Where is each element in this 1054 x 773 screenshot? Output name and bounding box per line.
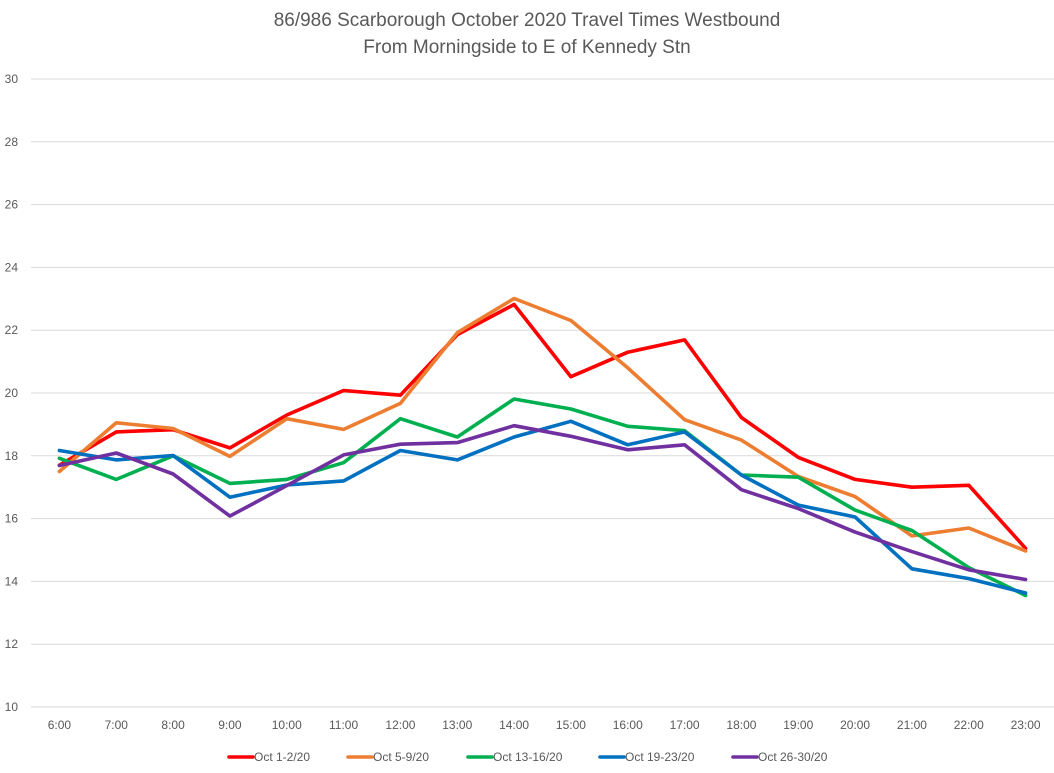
- y-tick-label: 12: [5, 637, 19, 651]
- x-tick-label: 22:00: [954, 718, 984, 732]
- x-tick-label: 10:00: [272, 718, 302, 732]
- y-tick-label: 10: [5, 700, 19, 714]
- legend-item: Oct 13-16/20: [466, 750, 563, 764]
- legend-item: Oct 5-9/20: [346, 750, 429, 764]
- y-tick-label: 28: [5, 135, 19, 149]
- x-tick-label: 7:00: [105, 718, 129, 732]
- x-tick-label: 23:00: [1011, 718, 1041, 732]
- legend-label: Oct 1-2/20: [254, 750, 310, 764]
- y-tick-label: 24: [5, 260, 19, 274]
- y-tick-label: 26: [5, 198, 19, 212]
- x-tick-label: 19:00: [783, 718, 813, 732]
- series-line-5: [57, 423, 1028, 582]
- x-tick-label: 6:00: [48, 718, 72, 732]
- y-axis: 10 12 14 16 18 20 22 24 26 28 30: [5, 72, 19, 714]
- y-tick-label: 30: [5, 72, 19, 86]
- chart-subtitle: From Morningside to E of Kennedy Stn: [363, 37, 690, 58]
- y-tick-label: 16: [5, 512, 19, 526]
- series-line-2: [57, 296, 1028, 553]
- series-lines: [57, 296, 1028, 598]
- chart-title: 86/986 Scarborough October 2020 Travel T…: [274, 10, 781, 31]
- x-tick-label: 11:00: [329, 718, 358, 732]
- x-tick-label: 13:00: [442, 718, 472, 732]
- y-tick-label: 18: [5, 449, 19, 463]
- legend: Oct 1-2/20 Oct 5-9/20 Oct 13-16/20 Oct 19-2…: [227, 750, 828, 764]
- legend-label: Oct 26-30/20: [758, 750, 828, 764]
- x-tick-label: 17:00: [670, 718, 700, 732]
- x-tick-label: 16:00: [613, 718, 643, 732]
- x-tick-label: 8:00: [161, 718, 185, 732]
- legend-label: Oct 19-23/20: [625, 750, 695, 764]
- series-line-4: [57, 419, 1028, 595]
- x-axis: 6:00 7:00 8:00 9:00 10:00 11:00 12:00 13:00 14:0…: [48, 718, 1041, 732]
- y-tick-label: 22: [5, 323, 19, 337]
- x-tick-label: 15:00: [556, 718, 586, 732]
- x-tick-label: 12:00: [385, 718, 415, 732]
- x-tick-label: 9:00: [218, 718, 242, 732]
- y-tick-label: 14: [5, 574, 19, 588]
- series-line-1: [57, 302, 1028, 551]
- series-line-3: [57, 397, 1028, 598]
- x-tick-label: 20:00: [840, 718, 870, 732]
- legend-label: Oct 13-16/20: [493, 750, 563, 764]
- legend-item: Oct 19-23/20: [598, 750, 695, 764]
- x-tick-label: 21:00: [897, 718, 927, 732]
- gridlines: [31, 78, 1054, 708]
- x-tick-label: 18:00: [726, 718, 756, 732]
- legend-item: Oct 1-2/20: [227, 750, 310, 764]
- x-tick-label: 14:00: [499, 718, 529, 732]
- legend-label: Oct 5-9/20: [373, 750, 429, 764]
- legend-item: Oct 26-30/20: [731, 750, 828, 764]
- y-tick-label: 20: [5, 386, 19, 400]
